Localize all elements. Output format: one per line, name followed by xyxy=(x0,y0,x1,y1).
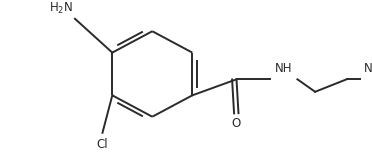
Text: H$_2$N: H$_2$N xyxy=(49,1,73,16)
Text: Cl: Cl xyxy=(97,138,108,151)
Text: NH: NH xyxy=(275,62,292,75)
Text: O: O xyxy=(232,117,241,130)
Text: N: N xyxy=(364,62,372,75)
